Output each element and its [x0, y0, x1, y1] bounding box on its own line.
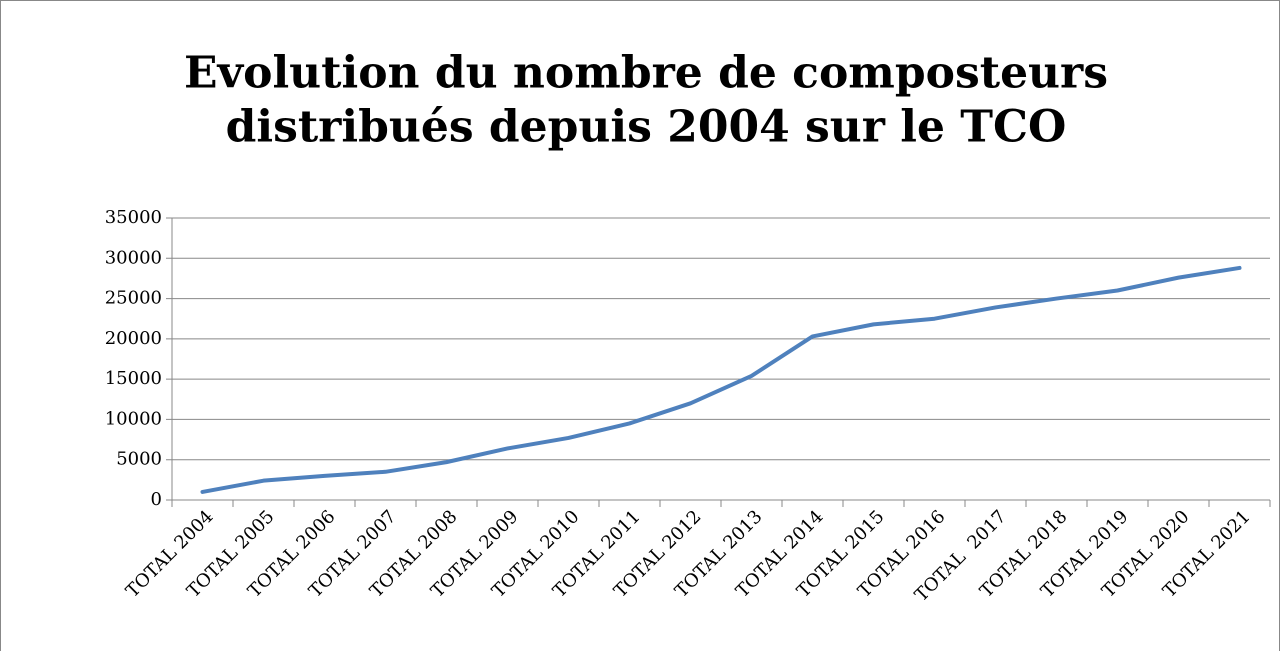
y-tick-label: 20000: [105, 328, 162, 349]
y-tick-label: 0: [151, 489, 162, 510]
y-tick-label: 5000: [116, 449, 162, 470]
y-tick-label: 35000: [105, 207, 162, 228]
data-line: [200, 265, 1242, 494]
chart-title: Evolution du nombre de composteurs: [184, 48, 1108, 99]
y-tick-label: 15000: [105, 368, 162, 389]
chart-title: distribués depuis 2004 sur le TCO: [226, 102, 1067, 153]
y-tick-label: 10000: [105, 408, 162, 429]
y-tick-label: 25000: [105, 288, 162, 309]
y-tick-label: 30000: [105, 247, 162, 268]
